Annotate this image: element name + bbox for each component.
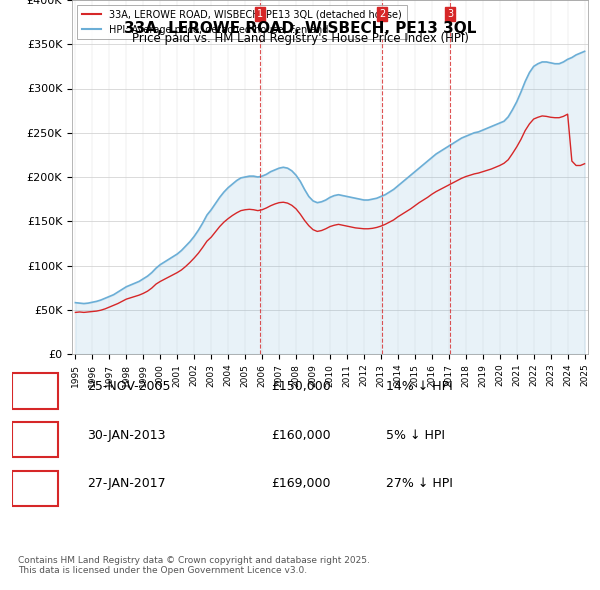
Text: 30-JAN-2013: 30-JAN-2013 (87, 428, 166, 442)
Text: 1: 1 (257, 9, 263, 19)
FancyBboxPatch shape (12, 422, 58, 457)
Text: 2: 2 (31, 428, 39, 442)
Text: 25-NOV-2005: 25-NOV-2005 (87, 380, 170, 393)
Text: 3: 3 (447, 9, 453, 19)
Text: £160,000: £160,000 (271, 428, 331, 442)
Text: £169,000: £169,000 (271, 477, 331, 490)
Text: 2: 2 (379, 9, 385, 19)
FancyBboxPatch shape (12, 373, 58, 408)
FancyBboxPatch shape (12, 471, 58, 506)
Text: 1: 1 (31, 380, 39, 393)
Text: 33A, LEROWE ROAD, WISBECH, PE13 3QL: 33A, LEROWE ROAD, WISBECH, PE13 3QL (124, 21, 476, 35)
Text: 3: 3 (31, 477, 39, 490)
Text: Price paid vs. HM Land Registry's House Price Index (HPI): Price paid vs. HM Land Registry's House … (131, 32, 469, 45)
Text: Contains HM Land Registry data © Crown copyright and database right 2025.
This d: Contains HM Land Registry data © Crown c… (18, 556, 370, 575)
Text: 27-JAN-2017: 27-JAN-2017 (87, 477, 166, 490)
Text: £150,000: £150,000 (271, 380, 331, 393)
Text: 5% ↓ HPI: 5% ↓ HPI (386, 428, 445, 442)
Legend: 33A, LEROWE ROAD, WISBECH, PE13 3QL (detached house), HPI: Average price, detach: 33A, LEROWE ROAD, WISBECH, PE13 3QL (det… (77, 5, 407, 40)
Text: 27% ↓ HPI: 27% ↓ HPI (386, 477, 453, 490)
Text: 14% ↓ HPI: 14% ↓ HPI (386, 380, 453, 393)
